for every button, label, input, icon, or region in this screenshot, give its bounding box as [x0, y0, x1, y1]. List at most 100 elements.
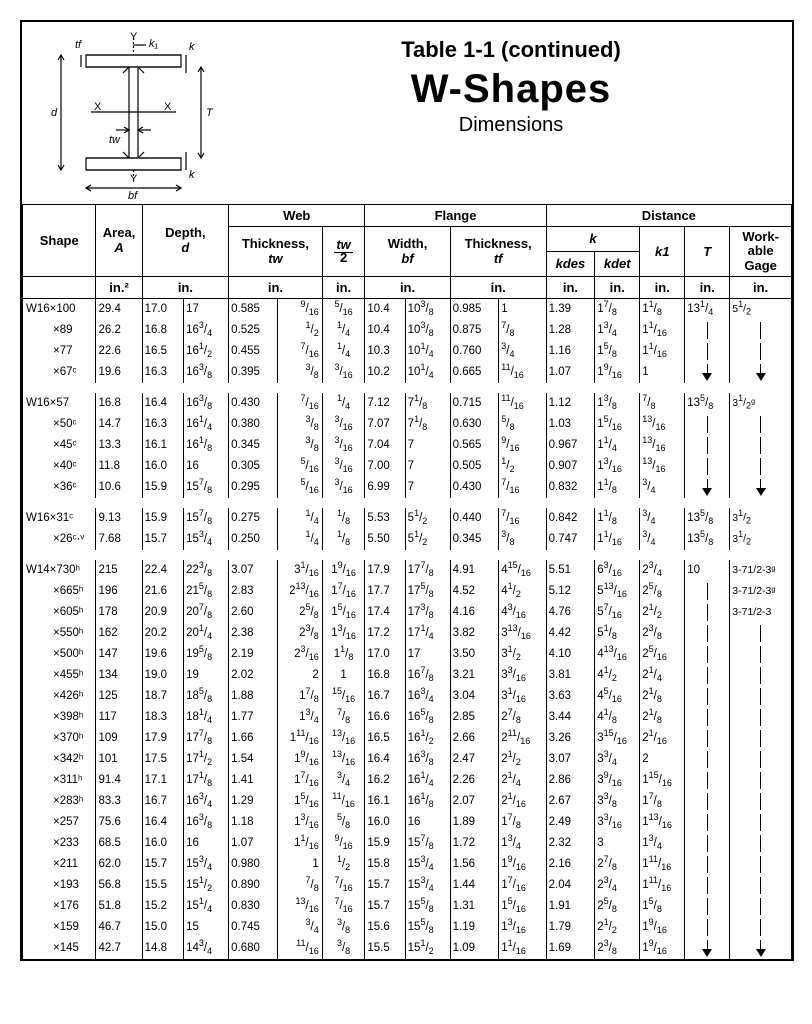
cell-bf1: 7.00 — [365, 456, 405, 477]
cell-tw3: 11/16 — [322, 791, 365, 812]
cell-T — [685, 477, 730, 498]
table-row: ×342ʰ10117.5171/21.5419/1613/1616.4163/8… — [23, 749, 792, 770]
cell-T: 10 — [685, 560, 730, 581]
table-row: ×370ʰ10917.9177/81.66111/1613/1616.5161/… — [23, 728, 792, 749]
cell-d2: 17 — [184, 298, 229, 320]
cell-bf1: 16.6 — [365, 707, 405, 728]
table-row: ×398ʰ11718.3181/41.7713/47/816.6165/82.8… — [23, 707, 792, 728]
table-row: W16×10029.417.0170.5859/165/1610.4103/80… — [23, 298, 792, 320]
svg-text:Y: Y — [130, 173, 138, 185]
cell-d2: 15 — [184, 917, 229, 938]
cell-tf2: 1 — [499, 298, 546, 320]
cell-tf1: 0.715 — [450, 393, 499, 414]
cell-k1: 15/8 — [640, 896, 685, 917]
table-row: ×21162.015.7153/40.98011/215.8153/41.561… — [23, 854, 792, 875]
cell-area: 19.6 — [96, 362, 142, 383]
hdr-shape: Shape — [23, 205, 96, 277]
cell-gage — [730, 707, 792, 728]
cell-tf1: 4.52 — [450, 581, 499, 602]
cell-d1: 19.6 — [142, 644, 183, 665]
cell-tf2: 17/8 — [499, 812, 546, 833]
cell-bf2: 173/8 — [405, 602, 450, 623]
cell-area: 109 — [96, 728, 142, 749]
cell-d2: 181/4 — [184, 707, 229, 728]
cell-kdet: 57/16 — [595, 602, 640, 623]
cell-tw1: 1.88 — [229, 686, 278, 707]
cell-kdes: 1.39 — [546, 298, 595, 320]
table-row: ×311ʰ91.417.1171/81.4117/163/416.2161/42… — [23, 770, 792, 791]
cell-tw3: 3/16 — [322, 435, 365, 456]
cell-tw3: 1/8 — [322, 529, 365, 550]
cell-tw3: 3/16 — [322, 414, 365, 435]
cell-T — [685, 833, 730, 854]
cell-bf2: 103/8 — [405, 320, 450, 341]
cell-T — [685, 791, 730, 812]
cell-tf2: 31/16 — [499, 686, 546, 707]
cell-kdet: 23/8 — [595, 938, 640, 959]
cell-kdes: 3.63 — [546, 686, 595, 707]
cell-tf1: 0.630 — [450, 414, 499, 435]
cell-d2: 19 — [184, 665, 229, 686]
cell-tw3: 1/4 — [322, 341, 365, 362]
cell-d2: 153/4 — [184, 854, 229, 875]
cell-tf2: 17/16 — [499, 875, 546, 896]
cell-d1: 16.3 — [142, 414, 183, 435]
cell-area: 9.13 — [96, 508, 142, 529]
cell-bf2: 7 — [405, 477, 450, 498]
cell-tw1: 0.680 — [229, 938, 278, 959]
cell-tw2: 13/4 — [277, 707, 322, 728]
cell-tf2: 3/8 — [499, 529, 546, 550]
cell-shape: ×398ʰ — [23, 707, 96, 728]
unit-in2: in.² — [96, 276, 142, 298]
cell-tw2: 111/16 — [277, 728, 322, 749]
cell-tf1: 4.91 — [450, 560, 499, 581]
cell-k1: 23/8 — [640, 623, 685, 644]
cell-bf2: 161/4 — [405, 770, 450, 791]
cell-bf1: 17.0 — [365, 644, 405, 665]
cell-T — [685, 854, 730, 875]
cell-tw2: 3/8 — [277, 362, 322, 383]
hdr-web: Web — [229, 205, 365, 227]
cell-tf2: 41/2 — [499, 581, 546, 602]
cell-d2: 16 — [184, 456, 229, 477]
cell-k1: 21/8 — [640, 707, 685, 728]
cell-kdet: 33/8 — [595, 791, 640, 812]
cell-tw2: 23/16 — [277, 644, 322, 665]
hdr-k1: k1 — [640, 227, 685, 277]
cell-T: 135/8 — [685, 393, 730, 414]
cell-shape: ×257 — [23, 812, 96, 833]
cell-T — [685, 435, 730, 456]
cell-kdes: 3.81 — [546, 665, 595, 686]
cell-shape: ×45ᶜ — [23, 435, 96, 456]
cell-area: 75.6 — [96, 812, 142, 833]
cell-shape: ×77 — [23, 341, 96, 362]
cell-k1: 11/16 — [640, 341, 685, 362]
cell-kdes: 5.12 — [546, 581, 595, 602]
cell-tw1: 2.60 — [229, 602, 278, 623]
cell-shape: ×605ʰ — [23, 602, 96, 623]
cell-tw3: 3/8 — [322, 938, 365, 959]
cell-k1: 3/4 — [640, 529, 685, 550]
cell-tw2: 13/16 — [277, 812, 322, 833]
cell-gage: 3-71/2-3ᵍ — [730, 560, 792, 581]
cell-kdes: 2.04 — [546, 875, 595, 896]
cell-d1: 16.3 — [142, 362, 183, 383]
hdr-k: k — [546, 227, 640, 252]
table-row: ×26ᶜ·ᵛ7.6815.7153/40.2501/41/85.5051/20.… — [23, 529, 792, 550]
cell-bf2: 151/2 — [405, 938, 450, 959]
cell-area: 125 — [96, 686, 142, 707]
hdr-flange: Flange — [365, 205, 546, 227]
cell-gage — [730, 414, 792, 435]
cell-kdet: 45/16 — [595, 686, 640, 707]
table-row: W14×730ʰ21522.4223/83.0731/1619/1617.917… — [23, 560, 792, 581]
cell-bf1: 10.2 — [365, 362, 405, 383]
cell-tw2: 17/16 — [277, 770, 322, 791]
table-row: ×67ᶜ19.616.3163/80.3953/83/1610.2101/40.… — [23, 362, 792, 383]
cell-gage — [730, 435, 792, 456]
unit-in: in. — [546, 276, 595, 298]
cell-area: 14.7 — [96, 414, 142, 435]
cell-area: 101 — [96, 749, 142, 770]
cell-bf1: 17.4 — [365, 602, 405, 623]
cell-shape: ×342ʰ — [23, 749, 96, 770]
cell-tw2: 5/16 — [277, 477, 322, 498]
